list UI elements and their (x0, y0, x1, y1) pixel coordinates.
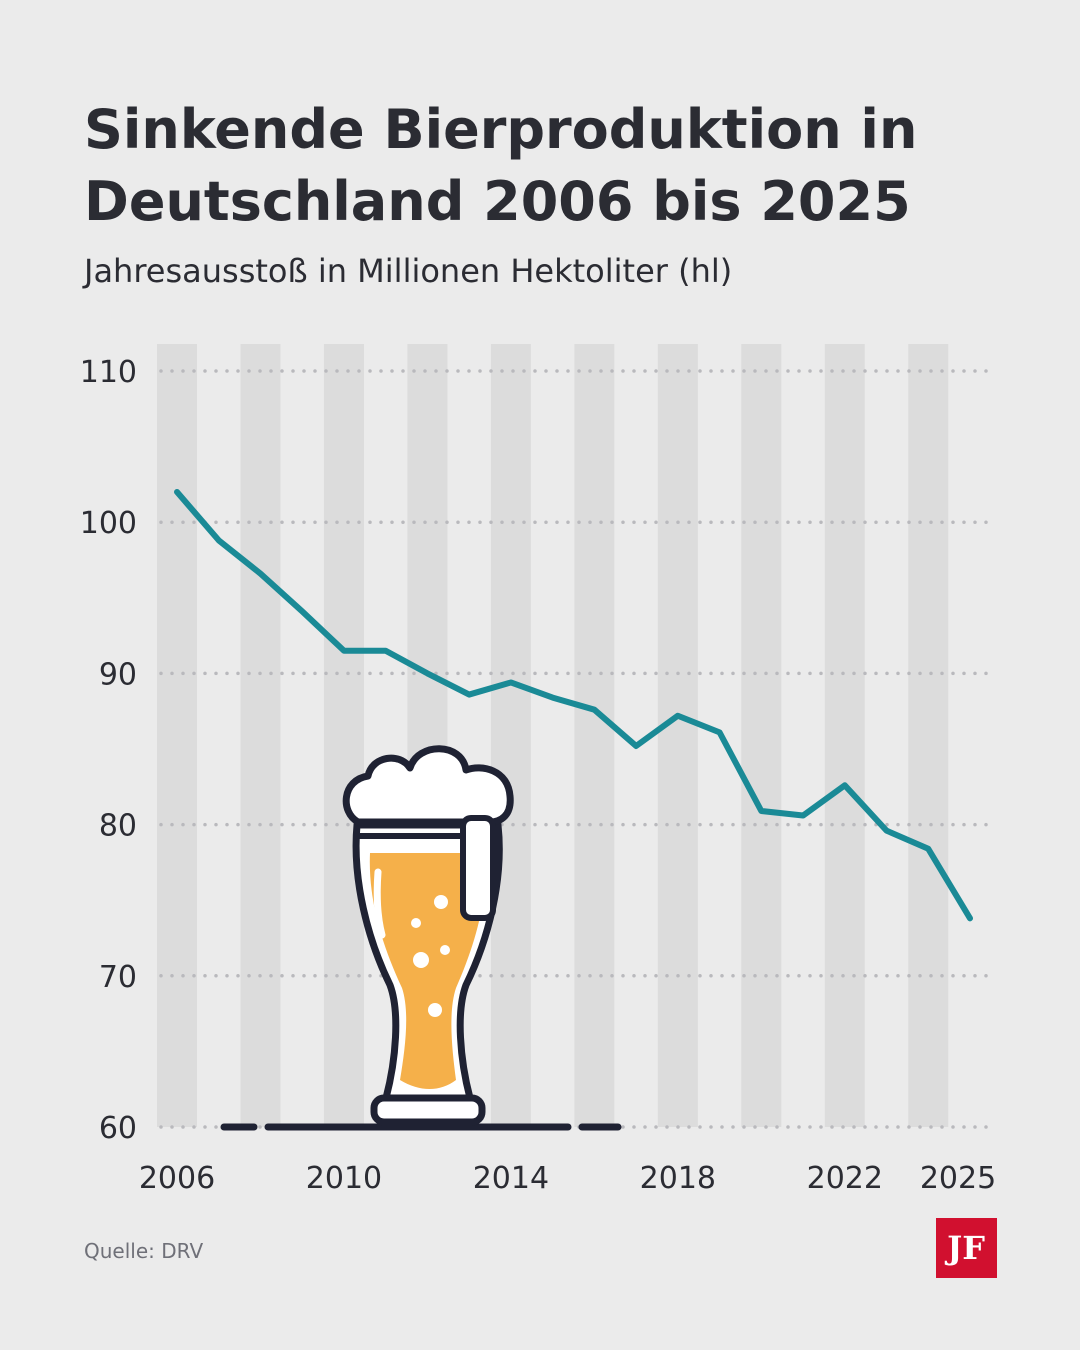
y-tick-label: 100 (80, 506, 137, 541)
beer-illustration (220, 745, 626, 1131)
plot (174, 488, 973, 922)
foam-drip (460, 815, 496, 921)
glass-shine (373, 868, 386, 939)
y-tick-label: 90 (99, 657, 137, 692)
chart-title: Deutschland 2006 bis 2025 (84, 170, 911, 233)
bubble (434, 895, 448, 909)
bubble (413, 952, 429, 968)
chart-title: Sinkende Bierproduktion in (84, 98, 917, 161)
y-tick-label: 80 (99, 809, 137, 844)
stripe (157, 344, 197, 1127)
logo (936, 1218, 997, 1278)
chart-subtitle: Jahresausstoß in Millionen Hektoliter (h… (82, 252, 732, 290)
stripe (574, 344, 615, 1127)
y-tick-label: 70 (99, 960, 137, 995)
source: Quelle: DRV (84, 1239, 203, 1263)
foam (342, 745, 514, 826)
x-tick-label: 2014 (473, 1161, 549, 1196)
grid: 60 70 80 90 100 110 2006 2010 2014 2018 2022 2025 (80, 355, 997, 1196)
x-tick-label: 2022 (807, 1161, 883, 1196)
stripe (657, 344, 698, 1127)
stripe (490, 344, 531, 1127)
x-tick-label: 2018 (640, 1161, 716, 1196)
beer (369, 853, 487, 1089)
stripe (908, 344, 949, 1127)
bubble (440, 945, 450, 955)
bubble (411, 918, 421, 928)
stripe (741, 344, 782, 1127)
x-tick-label: 2006 (139, 1161, 215, 1196)
stripe (240, 344, 281, 1127)
x-tick-label: 2010 (306, 1161, 382, 1196)
logo-text: JF (944, 1229, 985, 1267)
bubble (428, 1003, 442, 1017)
stripe (824, 344, 865, 1127)
stripe (323, 344, 364, 1127)
data-line (174, 488, 973, 922)
x-tick-label: 2025 (920, 1161, 996, 1196)
y-tick-label: 110 (80, 355, 137, 390)
glass-foot (370, 1094, 486, 1126)
y-tick-label: 60 (99, 1111, 137, 1146)
